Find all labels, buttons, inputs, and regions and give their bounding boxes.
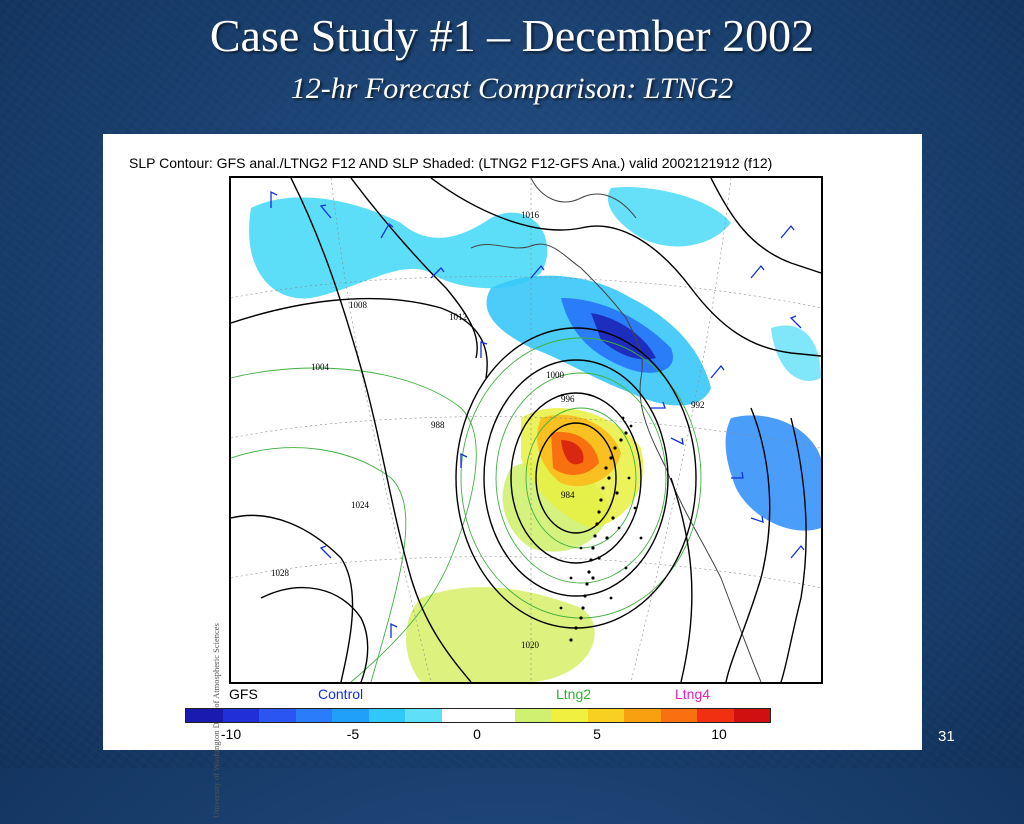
colorbar-tick: 10 bbox=[711, 726, 727, 742]
colorbar-swatch bbox=[332, 709, 369, 722]
contour-label: 1028 bbox=[271, 568, 290, 578]
contour-label: 988 bbox=[431, 420, 445, 430]
map-header: SLP Contour: GFS anal./LTNG2 F12 AND SLP… bbox=[129, 155, 773, 171]
colorbar-swatch bbox=[551, 709, 588, 722]
colorbar-swatch bbox=[514, 709, 551, 722]
colorbar-swatch bbox=[697, 709, 734, 722]
slide-subtitle: 12-hr Forecast Comparison: LTNG2 bbox=[290, 72, 734, 105]
slide-number: 31 bbox=[938, 728, 955, 745]
slp-map: 1012 1008 1004 1000 996 984 988 1024 102… bbox=[229, 176, 823, 684]
colorbar-ticks: -10 -5 0 5 10 bbox=[103, 726, 922, 746]
contour-label: 984 bbox=[561, 490, 575, 500]
contour-label: 1012 bbox=[449, 312, 467, 322]
wind-barbs bbox=[270, 190, 805, 638]
gfs-contours bbox=[231, 178, 821, 682]
contour-label: 992 bbox=[691, 400, 705, 410]
legend-ltng4: Ltng4 bbox=[675, 686, 711, 702]
colorbar-swatch bbox=[441, 709, 478, 722]
shaded-positive-regions bbox=[406, 408, 644, 682]
colorbar-swatch bbox=[478, 709, 515, 722]
colorbar-swatch bbox=[259, 709, 296, 722]
slide-title: Case Study #1 – December 2002 bbox=[209, 10, 815, 61]
colorbar-swatch bbox=[405, 709, 442, 722]
colorbar-swatch bbox=[587, 709, 624, 722]
legend: GFS Control Ltng2 Ltng4 bbox=[103, 684, 922, 704]
colorbar-tick: -5 bbox=[346, 726, 360, 742]
contour-label: 996 bbox=[561, 394, 575, 404]
contour-label: 1024 bbox=[351, 500, 370, 510]
contour-value-labels: 1012 1008 1004 1000 996 984 988 1024 102… bbox=[271, 210, 705, 650]
contour-label: 1016 bbox=[521, 210, 540, 220]
colorbar-tick: -10 bbox=[220, 726, 242, 742]
lightning-strikes bbox=[559, 416, 643, 642]
colorbar-swatch bbox=[186, 709, 223, 722]
colorbar-swatch bbox=[368, 709, 405, 722]
graticule bbox=[231, 178, 821, 682]
figure-panel: SLP Contour: GFS anal./LTNG2 F12 AND SLP… bbox=[103, 134, 922, 818]
coastlines bbox=[470, 178, 762, 682]
contour-label: 1000 bbox=[546, 370, 565, 380]
colorbar-tick: 5 bbox=[593, 726, 601, 742]
colorbar bbox=[185, 708, 771, 723]
colorbar-tick: 0 bbox=[473, 726, 481, 742]
legend-gfs: GFS bbox=[229, 686, 258, 702]
contour-label: 1008 bbox=[349, 300, 368, 310]
colorbar-swatch bbox=[222, 709, 259, 722]
colorbar-swatch bbox=[295, 709, 332, 722]
legend-ltng2: Ltng2 bbox=[556, 686, 592, 702]
legend-control: Control bbox=[318, 686, 364, 702]
colorbar-swatch bbox=[660, 709, 697, 722]
slp-map-graphic: 1012 1008 1004 1000 996 984 988 1024 102… bbox=[231, 178, 821, 682]
contour-label: 1020 bbox=[521, 640, 540, 650]
colorbar-swatch bbox=[733, 709, 770, 722]
contour-label: 1004 bbox=[311, 362, 330, 372]
colorbar-swatch bbox=[624, 709, 661, 722]
